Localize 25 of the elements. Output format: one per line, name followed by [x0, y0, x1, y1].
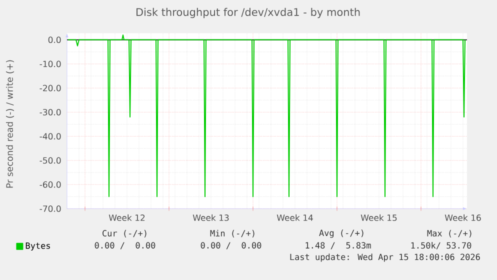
y-tick-label: -40.0 — [40, 133, 61, 140]
text: 1.50k/ 53.70 — [411, 242, 472, 250]
y-tick-label: 0.0 — [48, 36, 61, 44]
text: 1.48 / 5.83m — [306, 242, 371, 250]
x-tick-label: Week 14 — [276, 214, 313, 221]
chart-title: Disk throughput for /dev/xvda1 - by month — [136, 8, 360, 18]
text: Avg (-/+) — [319, 230, 364, 238]
text: 0.00 / 0.00 — [94, 242, 156, 250]
text: Max (-/+) — [427, 230, 472, 238]
x-tick-label: Week 12 — [108, 214, 145, 221]
x-tick-label: Week 13 — [192, 214, 229, 221]
text: 0.00 / 0.00 — [200, 242, 262, 250]
y-axis-title: Pr second read (-) / write (+) — [6, 60, 14, 188]
text: Cur (-/+) — [102, 230, 146, 238]
text: Min (-/+) — [210, 230, 254, 238]
x-tick-label: Week 16 — [444, 214, 481, 221]
y-tick-label: -30.0 — [40, 108, 61, 116]
text: Last update: Wed Apr 15 18:00:06 2026 — [290, 254, 480, 262]
y-tick-label: -10.0 — [40, 60, 61, 68]
y-tick-label: -50.0 — [40, 157, 61, 164]
x-tick-label: Week 15 — [360, 214, 397, 221]
legend-label: Bytes — [26, 242, 50, 251]
y-tick-label: -60.0 — [40, 181, 61, 188]
y-tick-label: -20.0 — [40, 84, 61, 92]
y-tick-label: -70.0 — [40, 205, 61, 212]
